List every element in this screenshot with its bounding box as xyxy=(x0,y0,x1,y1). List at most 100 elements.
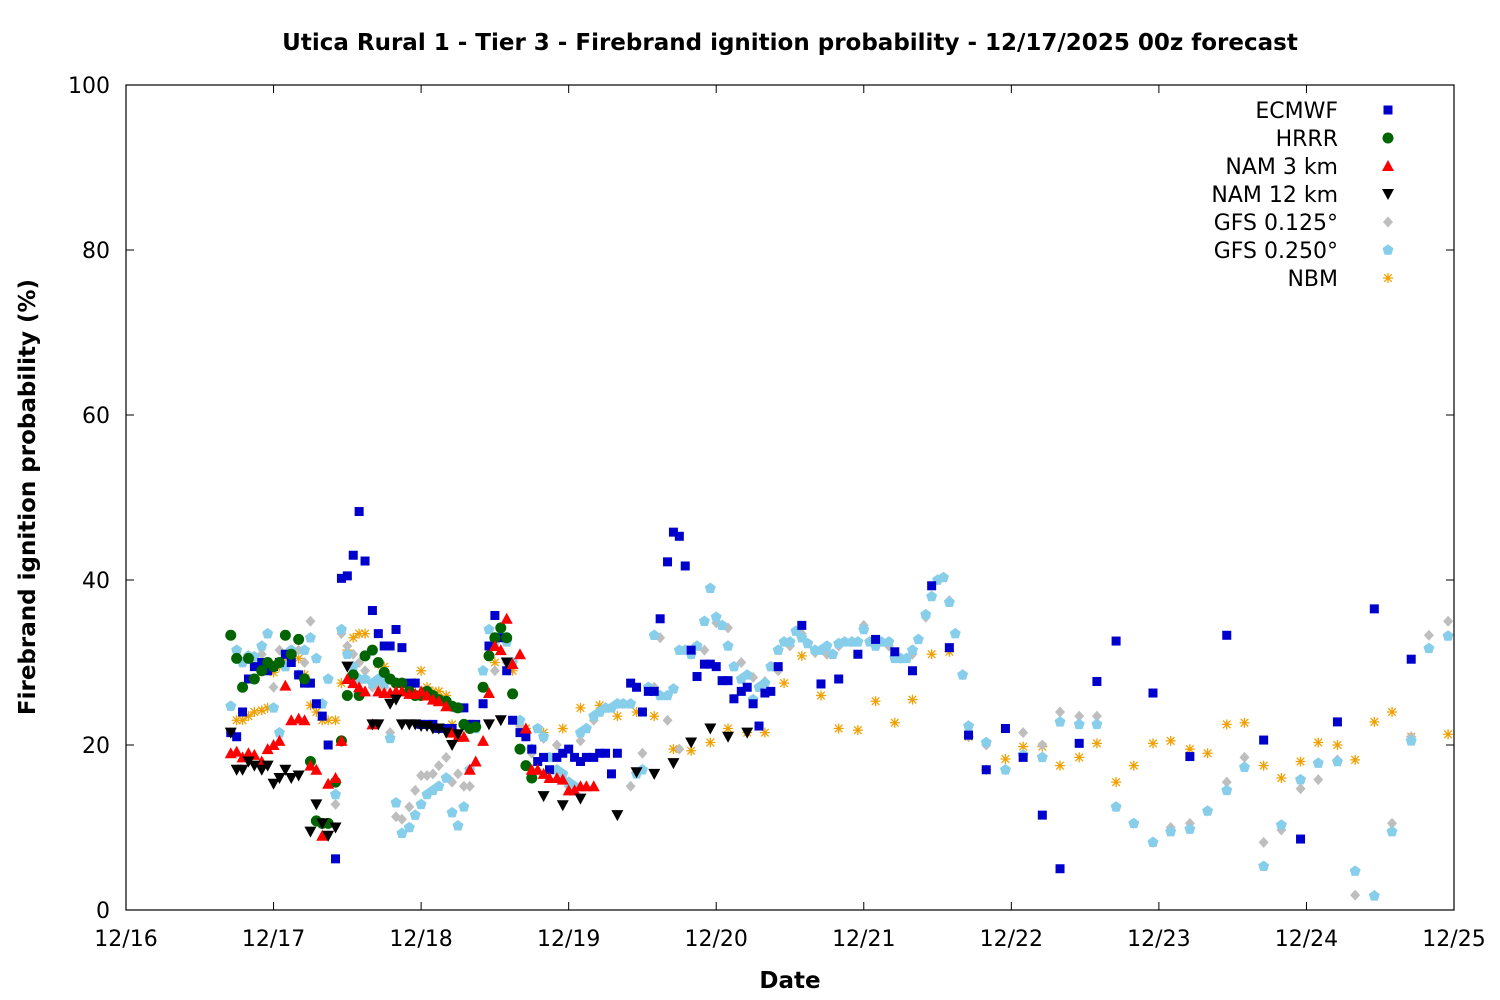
data-point-nbm xyxy=(249,707,260,717)
data-point-gfs-0-125 xyxy=(441,751,452,763)
data-point-nam-3-km xyxy=(267,739,280,750)
data-point-ecmwf xyxy=(570,752,580,762)
data-point-hrrr xyxy=(359,650,371,662)
data-point-ecmwf xyxy=(680,561,690,571)
data-point-nam-3-km xyxy=(347,677,360,689)
data-point-ecmwf xyxy=(944,643,954,653)
legend-label-nam-12-km: NAM 12 km xyxy=(1211,183,1338,208)
data-point-ecmwf xyxy=(544,765,554,775)
data-point-ecmwf xyxy=(539,752,549,762)
data-point-ecmwf xyxy=(686,645,696,655)
data-point-gfs-0-250 xyxy=(999,763,1011,775)
data-point-ecmwf xyxy=(1000,724,1010,733)
data-point-gfs-0-125 xyxy=(1221,776,1232,788)
data-point-gfs-0-250 xyxy=(1073,718,1085,730)
data-point-hrrr xyxy=(285,648,297,660)
data-point-hrrr xyxy=(495,622,507,634)
data-point-ecmwf xyxy=(558,748,568,758)
data-point-nbm xyxy=(668,744,679,755)
data-point-nbm xyxy=(1000,754,1011,765)
data-point-nbm xyxy=(1369,716,1380,727)
data-point-nbm xyxy=(1295,756,1306,767)
data-point-ecmwf xyxy=(496,633,506,643)
data-point-hrrr xyxy=(248,673,260,685)
data-point-nbm xyxy=(379,661,390,672)
data-point-nam-3-km xyxy=(322,777,335,789)
data-point-nbm xyxy=(1128,760,1139,771)
data-point-ecmwf xyxy=(606,769,616,779)
data-point-ecmwf xyxy=(711,662,721,672)
data-point-nbm xyxy=(330,715,341,726)
data-point-nbm xyxy=(1184,744,1195,755)
data-point-ecmwf xyxy=(766,686,776,696)
data-point-gfs-0-250 xyxy=(772,644,784,655)
data-point-nam-12-km xyxy=(648,768,661,780)
data-point-gfs-0-250 xyxy=(784,636,796,647)
data-point-gfs-0-250 xyxy=(330,788,342,800)
data-point-ecmwf xyxy=(379,641,389,651)
data-point-ecmwf xyxy=(336,573,346,583)
data-point-ecmwf xyxy=(1369,604,1379,614)
data-point-nam-3-km xyxy=(310,763,323,775)
data-point-gfs-0-125 xyxy=(699,644,710,656)
data-point-gfs-0-125 xyxy=(674,743,685,755)
data-point-ecmwf xyxy=(305,678,315,688)
data-point-ecmwf xyxy=(692,672,702,682)
data-point-nbm xyxy=(1443,729,1454,740)
data-point-nam-12-km xyxy=(242,756,255,768)
data-point-nam-12-km xyxy=(292,770,305,782)
data-point-ecmwf xyxy=(626,678,636,688)
data-point-gfs-0-125 xyxy=(256,648,267,660)
data-point-nbm xyxy=(1276,773,1287,783)
x-tick-label: 12/17 xyxy=(242,927,305,952)
data-point-nbm xyxy=(1350,754,1361,765)
data-point-ecmwf xyxy=(249,662,259,672)
data-point-nam-12-km xyxy=(341,661,354,673)
data-point-ecmwf xyxy=(1092,676,1102,686)
data-point-gfs-0-125 xyxy=(1313,774,1324,786)
data-point-gfs-0-250 xyxy=(722,640,734,651)
data-point-ecmwf xyxy=(705,659,715,669)
data-point-gfs-0-125 xyxy=(299,657,310,668)
data-point-nam-12-km xyxy=(741,727,754,739)
data-point-gfs-0-250 xyxy=(648,629,660,640)
data-point-ecmwf xyxy=(736,686,746,696)
data-point-gfs-0-250 xyxy=(741,669,753,680)
data-point-nam-12-km xyxy=(722,731,735,743)
data-point-ecmwf xyxy=(1259,735,1269,745)
data-point-nbm xyxy=(336,678,347,689)
data-point-ecmwf xyxy=(601,748,611,758)
data-point-gfs-0-125 xyxy=(427,768,438,780)
x-tick-label: 12/21 xyxy=(832,927,895,952)
data-point-nam-12-km xyxy=(248,760,261,772)
data-point-ecmwf xyxy=(729,694,739,704)
x-axis-label: Date xyxy=(759,968,820,994)
data-point-gfs-0-250 xyxy=(256,640,268,651)
data-point-hrrr xyxy=(452,702,464,714)
data-point-nam-12-km xyxy=(494,715,507,727)
data-point-gfs-0-250 xyxy=(1128,817,1140,829)
data-point-nbm xyxy=(631,707,642,717)
data-point-nbm xyxy=(612,711,623,722)
x-tick-label: 12/24 xyxy=(1275,927,1338,952)
data-point-nam-12-km xyxy=(267,778,280,790)
data-point-ecmwf xyxy=(927,581,937,591)
data-point-ecmwf xyxy=(699,659,709,669)
data-point-ecmwf xyxy=(649,686,659,696)
data-point-nbm xyxy=(594,700,605,711)
data-point-gfs-0-250 xyxy=(477,664,489,676)
data-point-gfs-0-125 xyxy=(625,780,636,792)
data-point-nam-3-km xyxy=(298,714,311,726)
data-point-gfs-0-250 xyxy=(839,636,851,647)
data-point-nam-12-km xyxy=(630,767,643,779)
data-point-ecmwf xyxy=(238,707,248,717)
legend-label-gfs-0-125: GFS 0.125° xyxy=(1214,211,1338,236)
data-point-gfs-0-250 xyxy=(299,644,311,655)
data-point-ecmwf xyxy=(373,629,383,639)
data-point-nbm xyxy=(852,725,863,736)
data-point-hrrr xyxy=(347,669,359,681)
data-point-gfs-0-250 xyxy=(1349,865,1361,876)
data-point-gfs-0-125 xyxy=(1239,751,1250,763)
data-point-nam-3-km xyxy=(519,722,532,734)
